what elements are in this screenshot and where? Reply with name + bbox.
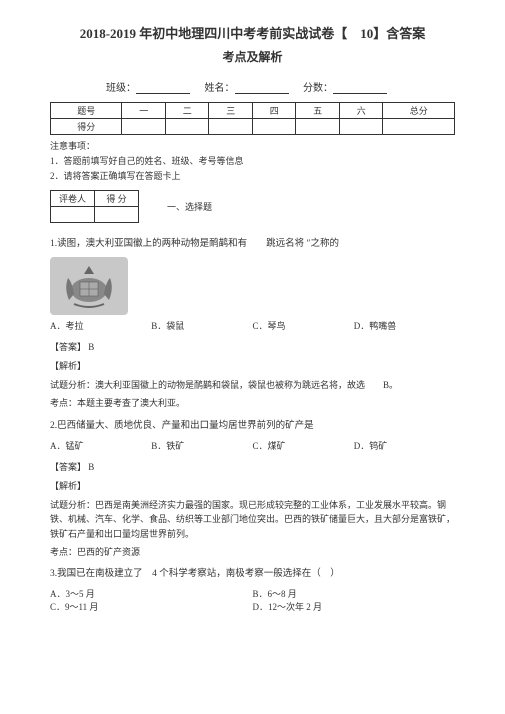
q2-opt-d: D．钨矿 xyxy=(354,439,455,452)
score-cell xyxy=(122,118,166,134)
score-cell xyxy=(252,118,296,134)
score-cell xyxy=(296,118,340,134)
score-head-5: 五 xyxy=(296,102,340,118)
q1-opt-d: D．鸭嘴兽 xyxy=(354,319,455,332)
q2-options: A．锰矿 B．铁矿 C．煤矿 D．钨矿 xyxy=(50,439,455,452)
score-cell xyxy=(383,118,455,134)
q1-opt-a: A．考拉 xyxy=(50,319,151,332)
grader-cell-2: 得 分 xyxy=(95,190,139,206)
q3-text: 3.我国已在南极建立了 4 个科学考察站，南极考察一般选择在（ ） xyxy=(50,567,455,581)
score-head-2: 二 xyxy=(165,102,209,118)
score-cell xyxy=(339,118,383,134)
class-label: 班级： xyxy=(106,83,136,94)
notes-head: 注意事项： xyxy=(50,139,455,152)
q2-answer: 【答案】 B xyxy=(50,460,455,473)
score-cell xyxy=(209,118,253,134)
grader-table: 评卷人 得 分 xyxy=(50,190,139,223)
score-head-4: 四 xyxy=(252,102,296,118)
name-blank xyxy=(235,84,289,94)
q2-jiexi-label: 【解析】 xyxy=(50,479,455,492)
note-1: 1．答题前填写好自己的姓名、班级、考号等信息 xyxy=(50,154,455,167)
q3-opt-d: D．12～次年 2 月 xyxy=(253,601,456,615)
q2-opt-a: A．锰矿 xyxy=(50,439,151,452)
title-line-2: 考点及解析 xyxy=(50,48,455,65)
meta-row: 班级： 姓名： 分数： xyxy=(50,79,455,94)
score-row2-label: 得分 xyxy=(51,118,122,134)
score-head-3: 三 xyxy=(209,102,253,118)
q1-jiexi-text: 试题分析：澳大利亚国徽上的动物是鸸鹋和袋鼠，袋鼠也被称为跳远名将，故选 B。 xyxy=(50,378,455,392)
score-head-6: 六 xyxy=(339,102,383,118)
q1-answer: 【答案】 B xyxy=(50,340,455,353)
grader-cell-empty xyxy=(95,206,139,222)
q3-opt-b: B．6～8 月 xyxy=(253,588,456,602)
q1-options: A．考拉 B．袋鼠 C．琴鸟 D．鸭嘴兽 xyxy=(50,319,455,332)
q2-jiexi-text: 试题分析：巴西是南美洲经济实力最强的国家。现已形成较完整的工业体系，工业发展水平… xyxy=(50,498,455,541)
q1-jiexi-label: 【解析】 xyxy=(50,359,455,372)
q1-text: 1.读图，澳大利亚国徽上的两种动物是鸸鹋和有 跳远名将 ″之称的 xyxy=(50,237,455,251)
q1-opt-b: B．袋鼠 xyxy=(151,319,252,332)
emblem-image xyxy=(50,257,128,315)
grader-cell-1: 评卷人 xyxy=(51,190,95,206)
q2-text: 2.巴西储量大、质地优良、产量和出口量均居世界前列的矿产是 xyxy=(50,419,455,433)
q3-options: A．3～5 月 C．9～11 月 B．6～8 月 D．12～次年 2 月 xyxy=(50,588,455,615)
section-1-label: 一、选择题 xyxy=(167,200,212,213)
name-label: 姓名： xyxy=(205,83,235,94)
score-label: 分数： xyxy=(303,83,333,94)
note-2: 2．请将答案正确填写在答题卡上 xyxy=(50,169,455,182)
score-head-1: 一 xyxy=(122,102,166,118)
q2-opt-c: C．煤矿 xyxy=(253,439,354,452)
score-blank xyxy=(333,84,387,94)
grader-cell-empty xyxy=(51,206,95,222)
q1-kaodian: 考点：本题主要考查了澳大利亚。 xyxy=(50,396,455,410)
score-head-0: 题号 xyxy=(51,102,122,118)
score-table: 题号 一 二 三 四 五 六 总分 得分 xyxy=(50,102,455,135)
title-line-1: 2018-2019 年初中地理四川中考考前实战试卷【 10】含答案 xyxy=(50,24,455,44)
q2-opt-b: B．铁矿 xyxy=(151,439,252,452)
q1-opt-c: C．琴鸟 xyxy=(253,319,354,332)
score-cell xyxy=(165,118,209,134)
q3-opt-a: A．3～5 月 xyxy=(50,588,253,602)
score-head-7: 总分 xyxy=(383,102,455,118)
q3-opt-c: C．9～11 月 xyxy=(50,601,253,615)
class-blank xyxy=(136,84,190,94)
q2-kaodian: 考点：巴西的矿产资源 xyxy=(50,545,455,559)
